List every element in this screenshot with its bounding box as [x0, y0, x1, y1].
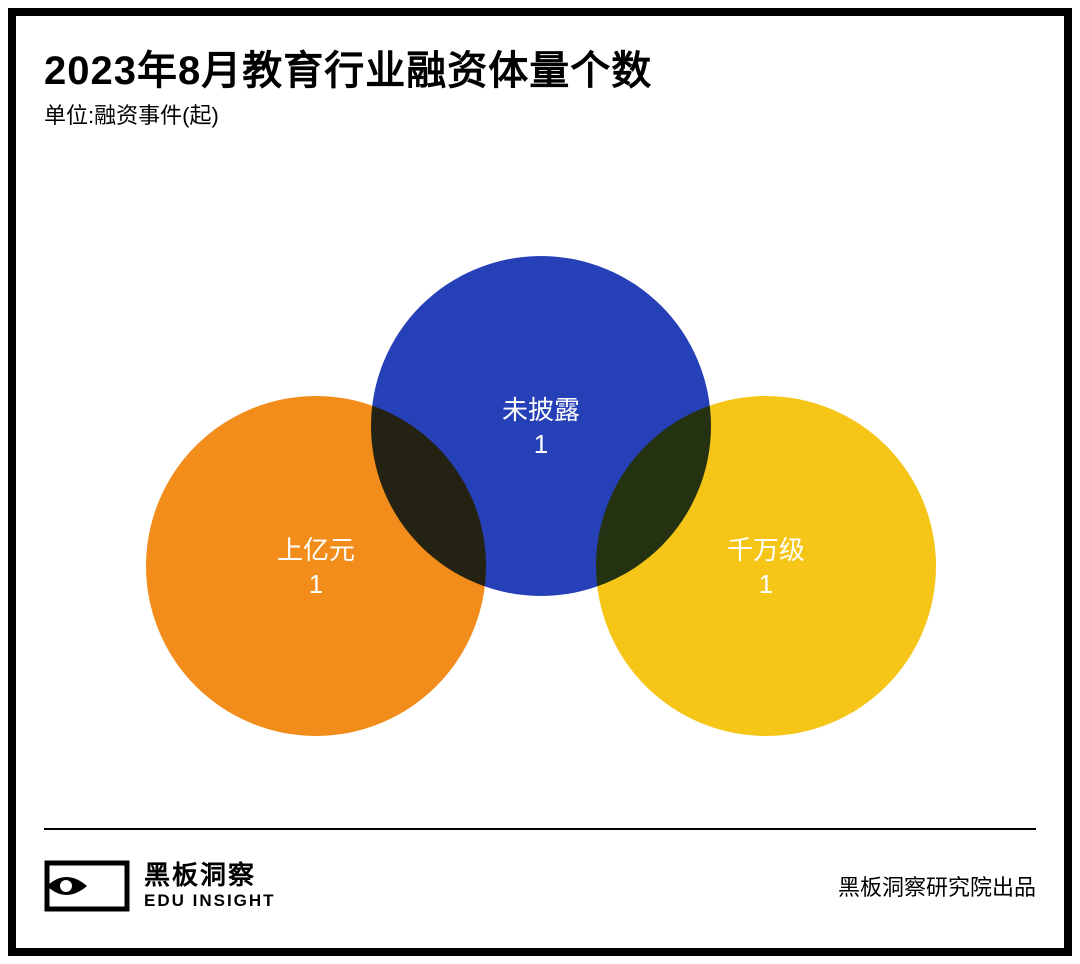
chart-title: 2023年8月教育行业融资体量个数: [44, 38, 652, 96]
source-label: 黑板洞察研究院出品: [838, 870, 1036, 902]
brand-block: 黑板洞察 EDU INSIGHT: [44, 860, 276, 912]
venn-chart: 未披露1上亿元1千万级1: [16, 136, 1064, 796]
bubble-label: 千万级: [727, 532, 805, 568]
footer-divider: [44, 828, 1036, 830]
bubble-value: 1: [309, 569, 323, 600]
brand-text: 黑板洞察 EDU INSIGHT: [144, 861, 276, 910]
brand-name-cn: 黑板洞察: [144, 861, 276, 891]
content-area: 2023年8月教育行业融资体量个数 单位:融资事件(起) 未披露1上亿元1千万级…: [16, 16, 1064, 948]
bubble-value: 1: [534, 429, 548, 460]
footer: 黑板洞察 EDU INSIGHT 黑板洞察研究院出品: [44, 846, 1036, 926]
bubble-label: 上亿元: [277, 532, 355, 568]
brand-name-en: EDU INSIGHT: [144, 891, 276, 911]
chart-subtitle: 单位:融资事件(起): [44, 98, 219, 130]
bubble-1: 上亿元1: [146, 396, 486, 736]
bubble-2: 千万级1: [596, 396, 936, 736]
chart-frame: 2023年8月教育行业融资体量个数 单位:融资事件(起) 未披露1上亿元1千万级…: [8, 8, 1072, 956]
bubble-value: 1: [759, 569, 773, 600]
brand-eye-icon: [44, 860, 130, 912]
bubble-label: 未披露: [502, 392, 580, 428]
